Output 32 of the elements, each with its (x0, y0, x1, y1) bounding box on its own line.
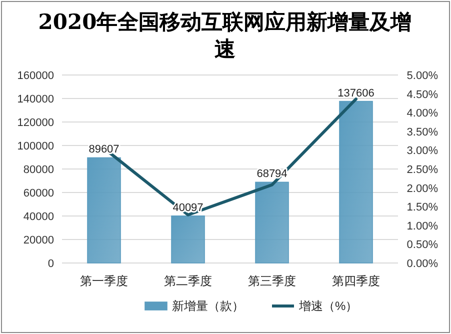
y2-tick-label: 5.00% (406, 70, 438, 82)
legend-label: 增速（%） (298, 299, 358, 313)
bar (87, 157, 121, 264)
y-tick-label: 160000 (17, 70, 54, 82)
bar (339, 100, 373, 264)
x-tick-label: 第三季度 (248, 274, 296, 288)
y2-tick-label: 2.50% (406, 164, 438, 176)
y-tick-label: 100000 (17, 140, 54, 152)
y-tick-label: 40000 (23, 211, 54, 223)
chart-title: 2020年全国移动互联网应用新增量及增速 (37, 8, 413, 62)
y-tick-label: 60000 (23, 188, 54, 200)
y2-tick-label: 1.00% (406, 220, 438, 232)
legend-label: 新增量（款） (172, 299, 244, 313)
x-tick-label: 第二季度 (164, 274, 212, 288)
y2-tick-label: 4.50% (406, 88, 438, 101)
y-tick-label: 80000 (23, 164, 54, 176)
bar (171, 215, 205, 264)
x-tick-label: 第一季度 (80, 274, 128, 288)
x-tick-label: 第四季度 (332, 274, 380, 288)
data-label: 137606 (338, 87, 374, 100)
y2-tick-label: 2.00% (406, 182, 438, 195)
y2-tick-label: 0.50% (406, 239, 438, 252)
y2-tick-label: 1.50% (406, 202, 438, 214)
y2-tick-label: 4.00% (406, 108, 438, 120)
y-tick-label: 20000 (23, 234, 54, 246)
y-tick-label: 120000 (17, 117, 54, 129)
y2-tick-label: 0.00% (406, 258, 438, 270)
y2-tick-label: 3.50% (406, 126, 438, 138)
y2-tick-label: 3.00% (406, 145, 438, 158)
y-tick-label: 0 (48, 258, 54, 270)
bar (255, 182, 289, 264)
y-tick-label: 140000 (17, 94, 54, 106)
